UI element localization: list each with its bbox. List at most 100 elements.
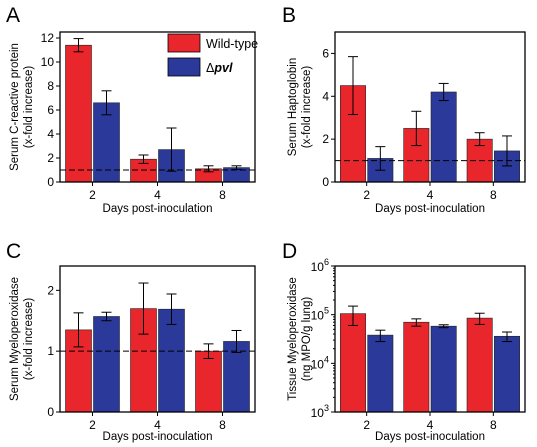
error-bar-c-wild-type-day-4 bbox=[138, 282, 149, 335]
bar-a-wild-type-day-2 bbox=[65, 44, 92, 183]
plot-frame-c bbox=[59, 265, 256, 413]
error-bar-b-mutant-day-4 bbox=[438, 82, 449, 102]
error-bar-d-wild-type-day-8 bbox=[474, 312, 485, 325]
y-tick-label-b-2: 2 bbox=[322, 132, 329, 146]
plot-frame-b bbox=[334, 31, 526, 183]
y-tick-label-exponent: 4 bbox=[324, 354, 329, 364]
bar-d-wild-type-day-4 bbox=[403, 321, 430, 413]
y-axis-title-d-line-2: (ng MPO/g lung) bbox=[301, 297, 313, 382]
bar-d-wild-type-day-2 bbox=[340, 313, 366, 413]
error-bar-b-wild-type-day-4 bbox=[411, 110, 422, 147]
y-axis-title-c-line-1: Serum Myeloperoxidase bbox=[9, 277, 21, 401]
error-bar-a-mutant-day-2 bbox=[101, 90, 112, 116]
error-bar-d-mutant-day-4 bbox=[438, 324, 449, 329]
error-bar-a-wild-type-day-8 bbox=[203, 165, 214, 173]
x-tick-label-c-4: 4 bbox=[154, 418, 161, 432]
y-tick-label-d-1e5: 105 bbox=[311, 306, 329, 323]
y-tick-label-a-2: 2 bbox=[47, 151, 54, 165]
x-tick-label-c-8: 8 bbox=[219, 418, 226, 432]
y-axis-title-d-line-1: Tissue Myeloperoxidase bbox=[287, 277, 299, 401]
y-tick-label-base: 10 bbox=[311, 406, 325, 420]
x-tick-label-c-2: 2 bbox=[89, 418, 96, 432]
error-bar-a-mutant-day-4 bbox=[166, 127, 177, 172]
x-axis-title-c: Days post-inoculation bbox=[103, 431, 213, 443]
error-bar-a-mutant-day-8 bbox=[231, 165, 242, 170]
y-axis-title-b-line-1: Serum Haptoglobin bbox=[287, 58, 299, 156]
x-tick-label-b-2: 2 bbox=[363, 188, 370, 202]
bar-d-wild-type-day-8 bbox=[466, 317, 493, 413]
y-axis-title-a-line-2: (x-fold increase) bbox=[23, 66, 35, 149]
x-tick-label-a-4: 4 bbox=[154, 188, 161, 202]
y-axis-title-a-line-1: Serum C-reactive protein bbox=[9, 43, 21, 171]
error-bar-c-mutant-day-4 bbox=[166, 293, 177, 325]
y-tick-label-b-4: 4 bbox=[322, 89, 329, 103]
legend-label-wild-type: Wild-type bbox=[206, 37, 258, 51]
plot-frame-d bbox=[334, 265, 526, 413]
error-bar-c-mutant-day-2 bbox=[101, 311, 112, 322]
y-tick-label-a-6: 6 bbox=[47, 103, 54, 117]
error-bar-d-wild-type-day-4 bbox=[411, 318, 422, 327]
y-tick-label-b-0: 0 bbox=[322, 175, 329, 189]
y-tick-label-c-0: 0 bbox=[47, 405, 54, 419]
error-bar-d-mutant-day-8 bbox=[502, 331, 512, 343]
panel-letter-d: D bbox=[282, 240, 297, 263]
bar-d-mutant-day-2 bbox=[367, 334, 394, 413]
y-tick-label-b-6: 6 bbox=[322, 46, 329, 60]
error-bar-a-wild-type-day-2 bbox=[73, 38, 84, 53]
y-tick-label-exponent: 3 bbox=[324, 403, 329, 413]
y-tick-label-base: 10 bbox=[311, 357, 325, 371]
y-axis-title-c-line-2: (x-fold increase) bbox=[23, 298, 35, 381]
y-tick-label-d-1e6: 106 bbox=[311, 257, 329, 274]
bar-a-mutant-day-2 bbox=[93, 102, 120, 183]
x-axis-title-a: Days post-inoculation bbox=[103, 203, 213, 215]
chart-panel-b: B 2 4 8 0 2 4 6 Days post-inoculation Serum Hapto… bbox=[282, 4, 526, 215]
y-tick-label-a-10: 10 bbox=[41, 55, 55, 69]
panel-letter-b: B bbox=[282, 4, 296, 27]
y-tick-label-c-2: 2 bbox=[47, 283, 54, 297]
error-bar-c-mutant-day-8 bbox=[231, 329, 242, 353]
error-bar-d-wild-type-day-2 bbox=[348, 305, 358, 326]
x-tick-label-b-4: 4 bbox=[427, 188, 434, 202]
y-tick-label-d-1e3: 103 bbox=[311, 403, 329, 420]
legend-swatch-wild-type bbox=[167, 33, 201, 53]
legend-swatch-mutant bbox=[167, 57, 201, 77]
y-axis-title-b-line-2: (x-fold increase) bbox=[301, 66, 313, 149]
panel-letter-a: A bbox=[6, 4, 20, 27]
x-axis-title-b: Days post-inoculation bbox=[375, 203, 485, 215]
error-bar-b-wild-type-day-8 bbox=[474, 132, 485, 147]
plot-frame-a bbox=[59, 31, 256, 183]
x-axis-title-d: Days post-inoculation bbox=[375, 431, 485, 443]
chart-panel-a: A 2 4 8 0 2 4 6 8 10 12 Days post-inoculation Serum … bbox=[6, 4, 256, 215]
bar-b-mutant-day-4 bbox=[430, 91, 457, 183]
bar-c-mutant-day-4 bbox=[158, 308, 185, 413]
y-tick-label-a-4: 4 bbox=[47, 127, 54, 141]
bar-c-wild-type-day-8 bbox=[195, 350, 222, 413]
bar-c-mutant-day-2 bbox=[93, 316, 120, 413]
x-tick-label-d-2: 2 bbox=[363, 418, 370, 432]
error-bar-b-mutant-day-2 bbox=[375, 146, 386, 171]
x-tick-label-d-8: 8 bbox=[490, 418, 497, 432]
y-tick-label-a-0: 0 bbox=[47, 175, 54, 189]
y-tick-label-exponent: 5 bbox=[324, 306, 329, 316]
y-tick-label-base: 10 bbox=[311, 260, 325, 274]
bar-d-mutant-day-8 bbox=[494, 335, 520, 413]
x-tick-label-a-2: 2 bbox=[89, 188, 96, 202]
y-tick-label-c-1: 1 bbox=[47, 344, 54, 358]
bar-d-mutant-day-4 bbox=[430, 325, 457, 413]
y-tick-label-a-8: 8 bbox=[47, 79, 54, 93]
legend: Wild-type Δpvl bbox=[167, 33, 258, 77]
error-bar-d-mutant-day-2 bbox=[375, 329, 386, 343]
y-tick-label-base: 10 bbox=[311, 309, 325, 323]
legend-label-mutant-prefix: Δ bbox=[206, 61, 214, 75]
legend-label-mutant: Δpvl bbox=[206, 61, 233, 75]
chart-panel-c: C 2 4 8 0 1 2 Days post-inoculation Serum Myelop… bbox=[6, 240, 256, 443]
x-tick-label-d-4: 4 bbox=[427, 418, 434, 432]
error-bar-c-wild-type-day-2 bbox=[73, 312, 84, 348]
y-tick-label-a-12: 12 bbox=[41, 31, 55, 45]
panel-letter-c: C bbox=[6, 240, 21, 263]
error-bar-a-wild-type-day-4 bbox=[138, 154, 149, 164]
x-tick-label-b-8: 8 bbox=[490, 188, 497, 202]
y-tick-label-d-1e4: 104 bbox=[311, 354, 329, 371]
